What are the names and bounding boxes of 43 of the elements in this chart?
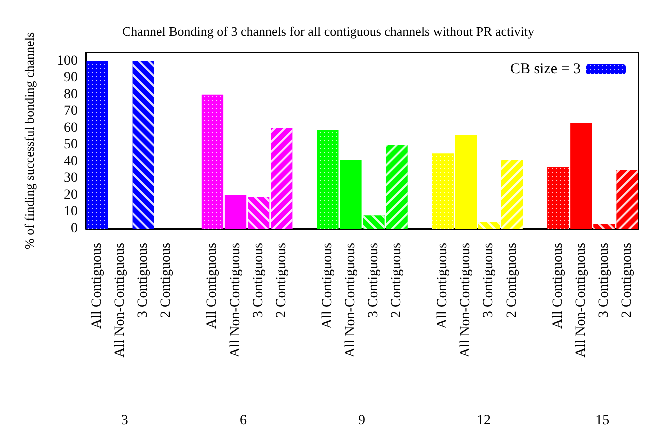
x-tick-label: 2 Contiguous <box>620 243 635 318</box>
y-tick-label: 10 <box>64 204 78 220</box>
chart-title: Channel Bonding of 3 channels for all contiguous channels without PR activity <box>122 24 535 39</box>
text: 15 <box>596 414 610 428</box>
y-tick-label: 100 <box>57 54 78 69</box>
x-tick-label: 3 Contiguous <box>366 243 382 318</box>
text: 3 <box>121 414 128 428</box>
x-tick-label: 3 Contiguous <box>136 243 152 318</box>
y-tick-label: 30 <box>64 171 78 186</box>
bar <box>455 135 478 229</box>
y-tick-label: 50 <box>64 138 78 153</box>
x-tick-label: 3 Contiguous <box>596 243 612 318</box>
legend-label: CB size = 3 <box>510 62 581 78</box>
y-tick-label: 70 <box>64 104 78 120</box>
x-tick-label: All Contiguous <box>550 243 566 329</box>
x-tick-label: 2 Contiguous <box>390 243 405 318</box>
y-tick-label: 20 <box>64 188 78 203</box>
text: 12 <box>477 414 492 428</box>
y-tick-label: 90 <box>64 70 78 86</box>
x-tick-label: All Non-Contiguous <box>228 243 244 358</box>
x-tick-label: All Contiguous <box>320 243 336 329</box>
x-tick-label: All Contiguous <box>90 243 106 329</box>
y-tick-label: 80 <box>64 87 78 102</box>
x-tick-label: All Contiguous <box>436 243 451 329</box>
x-tick-label: 2 Contiguous <box>274 243 290 318</box>
x-tick-label: 3 Contiguous <box>482 243 497 318</box>
x-tick-label: 2 Contiguous <box>159 243 174 318</box>
y-tick-label: 0 <box>71 222 78 236</box>
x-tick-label: 2 Contiguous <box>504 243 520 318</box>
text: 9 <box>358 414 366 428</box>
text: 6 <box>240 414 247 428</box>
bar <box>224 195 247 229</box>
y-tick-label: 40 <box>64 154 78 170</box>
x-tick-label: All Non-Contiguous <box>343 243 358 358</box>
y-tick-label: 60 <box>64 120 78 136</box>
x-tick-label: 3 Contiguous <box>251 243 266 318</box>
y-axis-title: % of finding successful bonding channels <box>22 32 37 250</box>
x-tick-label: All Contiguous <box>205 243 220 329</box>
x-tick-label: All Non-Contiguous <box>458 243 474 358</box>
x-tick-label: All Non-Contiguous <box>574 243 589 358</box>
x-tick-label: All Non-Contiguous <box>113 243 128 358</box>
bar <box>570 123 592 229</box>
bar <box>340 160 362 229</box>
